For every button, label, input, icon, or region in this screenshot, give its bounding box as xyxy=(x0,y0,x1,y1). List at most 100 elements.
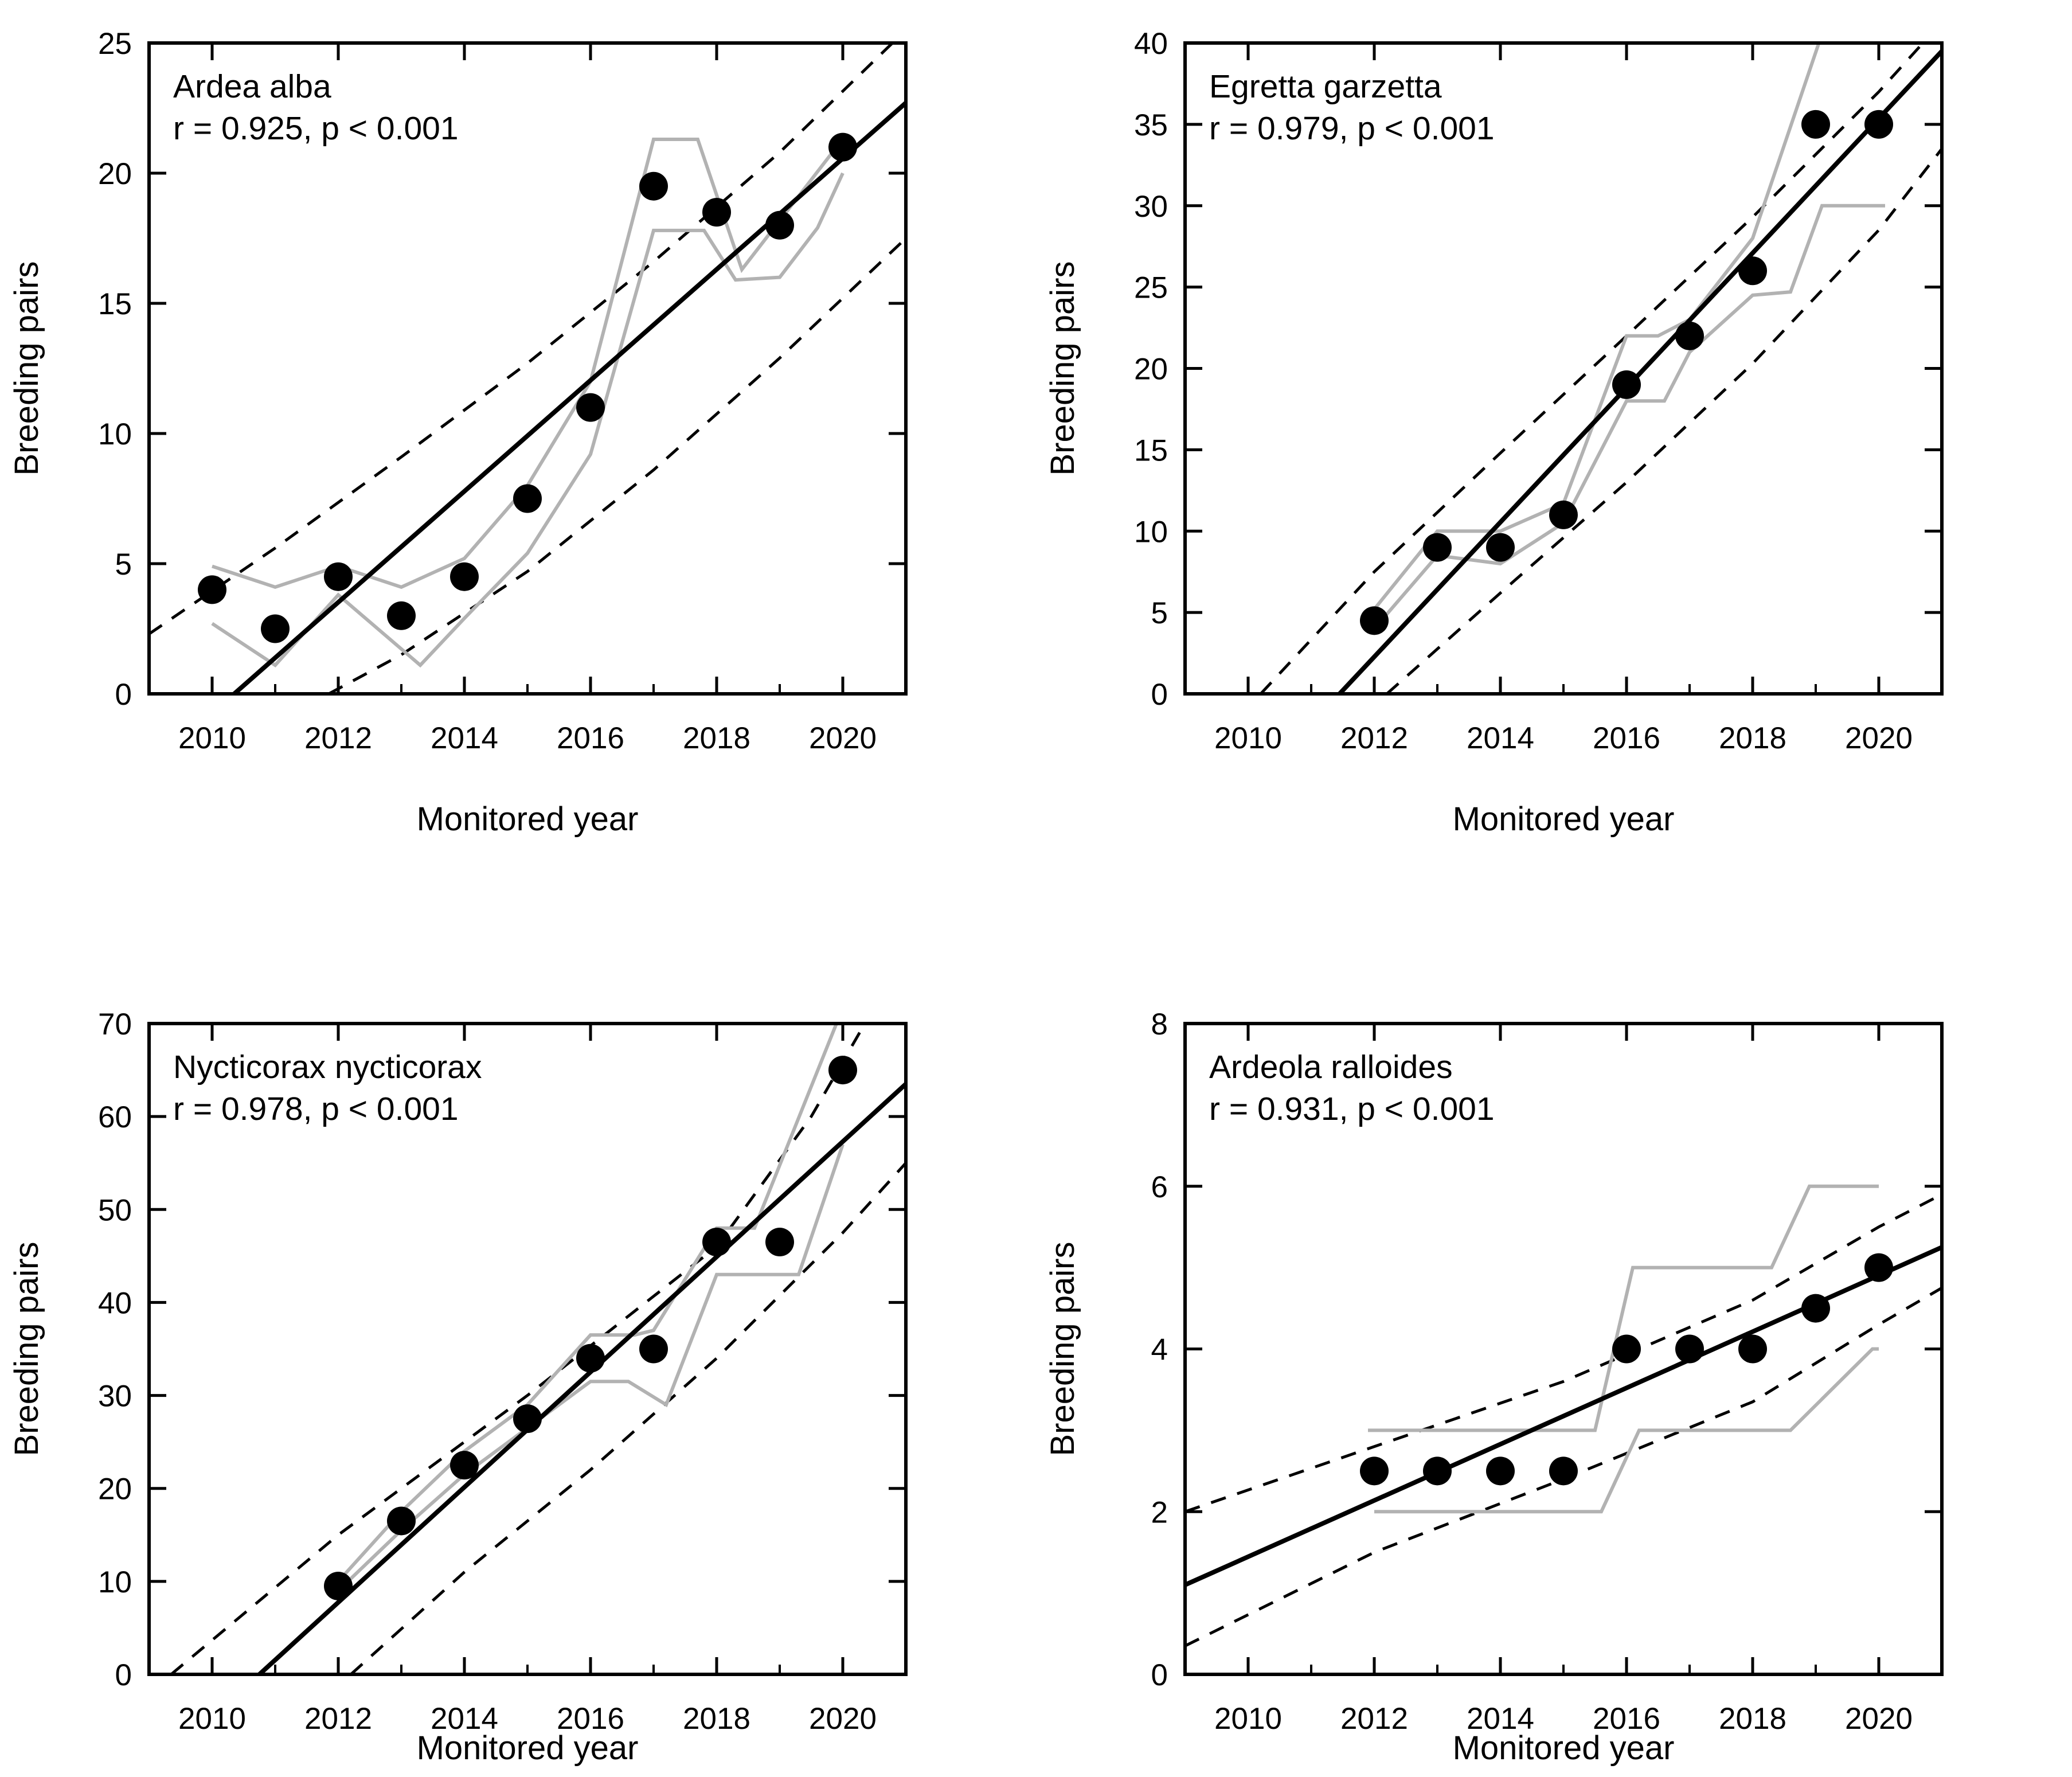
panel-stats: r = 0.979, p < 0.001 xyxy=(1209,110,1495,147)
confidence-upper-line xyxy=(149,43,895,635)
confidence-upper-line xyxy=(1185,1193,1942,1513)
x-tick-label: 2018 xyxy=(683,1702,750,1736)
data-points xyxy=(1360,110,1893,635)
data-point xyxy=(261,614,290,643)
y-tick-label: 20 xyxy=(98,1473,132,1506)
x-tick-label: 2020 xyxy=(1845,1702,1913,1736)
data-points xyxy=(1360,1253,1893,1486)
data-point xyxy=(702,198,731,227)
x-tick-label: 2014 xyxy=(1467,721,1534,755)
y-tick-label: 50 xyxy=(98,1193,132,1227)
data-point xyxy=(639,171,668,201)
y-tick-label: 5 xyxy=(115,548,132,581)
y-tick-label: 8 xyxy=(1151,1007,1168,1041)
x-tick-label: 2010 xyxy=(178,721,246,755)
x-tick-label: 2010 xyxy=(178,1702,246,1736)
data-points xyxy=(324,1056,857,1600)
series-group xyxy=(170,1024,906,1674)
data-point xyxy=(1486,533,1515,562)
x-tick-label: 2016 xyxy=(1593,721,1660,755)
data-point xyxy=(1738,256,1767,286)
x-tick-label: 2010 xyxy=(1214,721,1282,755)
x-tick-label: 2010 xyxy=(1214,1702,1282,1736)
confidence-lower-line xyxy=(1185,1286,1942,1647)
x-tick-label: 2012 xyxy=(1340,1702,1408,1736)
x-tick-label: 2020 xyxy=(1845,721,1913,755)
range-lower-line xyxy=(1373,204,1885,630)
x-tick-label: 2018 xyxy=(1719,1702,1786,1736)
data-point xyxy=(513,1404,542,1434)
x-tick-label: 2018 xyxy=(1719,721,1786,755)
y-tick-label: 15 xyxy=(1134,433,1168,467)
x-tick-label: 2012 xyxy=(1340,721,1408,755)
plot-frame xyxy=(1183,41,1944,696)
x-axis-label: Monitored year xyxy=(417,1729,639,1767)
data-point xyxy=(1801,110,1830,139)
data-point xyxy=(828,132,857,162)
chart-panel-2: 2010 2012 2014 2016 2018 2020 0 5 10 15 20 25 30 35 40… xyxy=(1044,27,1944,838)
chart-panel-1: 2010 2012 2014 2016 2018 2020 0 5 10 15 20 25 Ardea… xyxy=(8,27,908,838)
range-upper-line xyxy=(1368,1184,1879,1432)
panel-nycticorax-nycticorax: 2010 2012 2014 2016 2018 2020 0 10 20 30 40 50 60 70 … xyxy=(0,889,1036,1777)
data-point xyxy=(576,393,605,422)
x-tick-label: 2016 xyxy=(557,1702,624,1736)
y-tick-label: 0 xyxy=(1151,678,1168,712)
x-axis-label: Monitored year xyxy=(1453,800,1675,838)
plot-frame xyxy=(147,1022,908,1676)
data-point xyxy=(1612,370,1641,399)
y-tick-label: 30 xyxy=(1134,190,1168,224)
range-upper-line xyxy=(1373,43,1821,611)
y-tick-label: 10 xyxy=(98,417,132,451)
range-lower-line xyxy=(211,172,845,668)
data-point xyxy=(1675,321,1704,350)
x-tick-label: 2014 xyxy=(1467,1702,1534,1736)
data-point xyxy=(387,601,416,630)
data-point xyxy=(702,1228,731,1257)
y-tick-label: 30 xyxy=(98,1380,132,1413)
y-axis-label: Breeding pairs xyxy=(8,261,45,476)
data-point xyxy=(324,562,353,591)
panel-stats: r = 0.978, p < 0.001 xyxy=(173,1091,459,1127)
plot-area-2: 2010 2012 2014 2016 2018 2020 0 5 10 15 20 25 30 35 40 xyxy=(1134,27,1942,755)
y-tick-label: 20 xyxy=(98,157,132,191)
data-point xyxy=(639,1334,668,1364)
x-tick-label: 2020 xyxy=(809,721,877,755)
regression-line xyxy=(257,1082,906,1674)
plot-frame xyxy=(147,41,908,696)
data-point xyxy=(1864,1253,1893,1282)
range-upper-line xyxy=(337,1024,838,1583)
y-tick-label: 40 xyxy=(98,1286,132,1320)
data-point xyxy=(450,562,479,591)
axis-ticks xyxy=(1185,1024,1942,1674)
confidence-lower-line xyxy=(1386,147,1942,694)
y-tick-label: 2 xyxy=(1151,1495,1168,1529)
regression-line xyxy=(1338,49,1942,694)
y-tick-label: 0 xyxy=(1151,1658,1168,1692)
x-axis-label: Monitored year xyxy=(1453,1729,1675,1767)
panel-title: Nycticorax nycticorax xyxy=(173,1049,482,1085)
series-group xyxy=(1260,43,1942,694)
y-tick-label: 70 xyxy=(98,1007,132,1041)
y-tick-label: 10 xyxy=(98,1565,132,1599)
data-point xyxy=(1423,533,1452,562)
data-points xyxy=(198,132,857,643)
plot-area-1: 2010 2012 2014 2016 2018 2020 0 5 10 15 20 25 xyxy=(98,27,906,755)
y-axis-label: Breeding pairs xyxy=(1044,261,1081,476)
range-lower-line xyxy=(337,1143,845,1592)
series-group xyxy=(149,43,906,694)
y-tick-label: 10 xyxy=(1134,515,1168,549)
y-axis-label: Breeding pairs xyxy=(8,1242,45,1456)
panel-title: Egretta garzetta xyxy=(1209,68,1442,105)
data-point xyxy=(450,1451,479,1480)
axis-ticks xyxy=(149,43,906,694)
confidence-upper-line xyxy=(1260,43,1924,694)
panel-ardea-alba: 2010 2012 2014 2016 2018 2020 0 5 10 15 20 25 Ardea… xyxy=(0,0,1036,889)
data-point xyxy=(387,1506,416,1536)
range-lower-line xyxy=(1374,1347,1879,1514)
data-point xyxy=(1738,1334,1767,1364)
x-tick-label: 2014 xyxy=(431,1702,498,1736)
data-point xyxy=(198,575,226,604)
range-upper-line xyxy=(212,137,844,589)
panel-stats: r = 0.925, p < 0.001 xyxy=(173,110,459,147)
